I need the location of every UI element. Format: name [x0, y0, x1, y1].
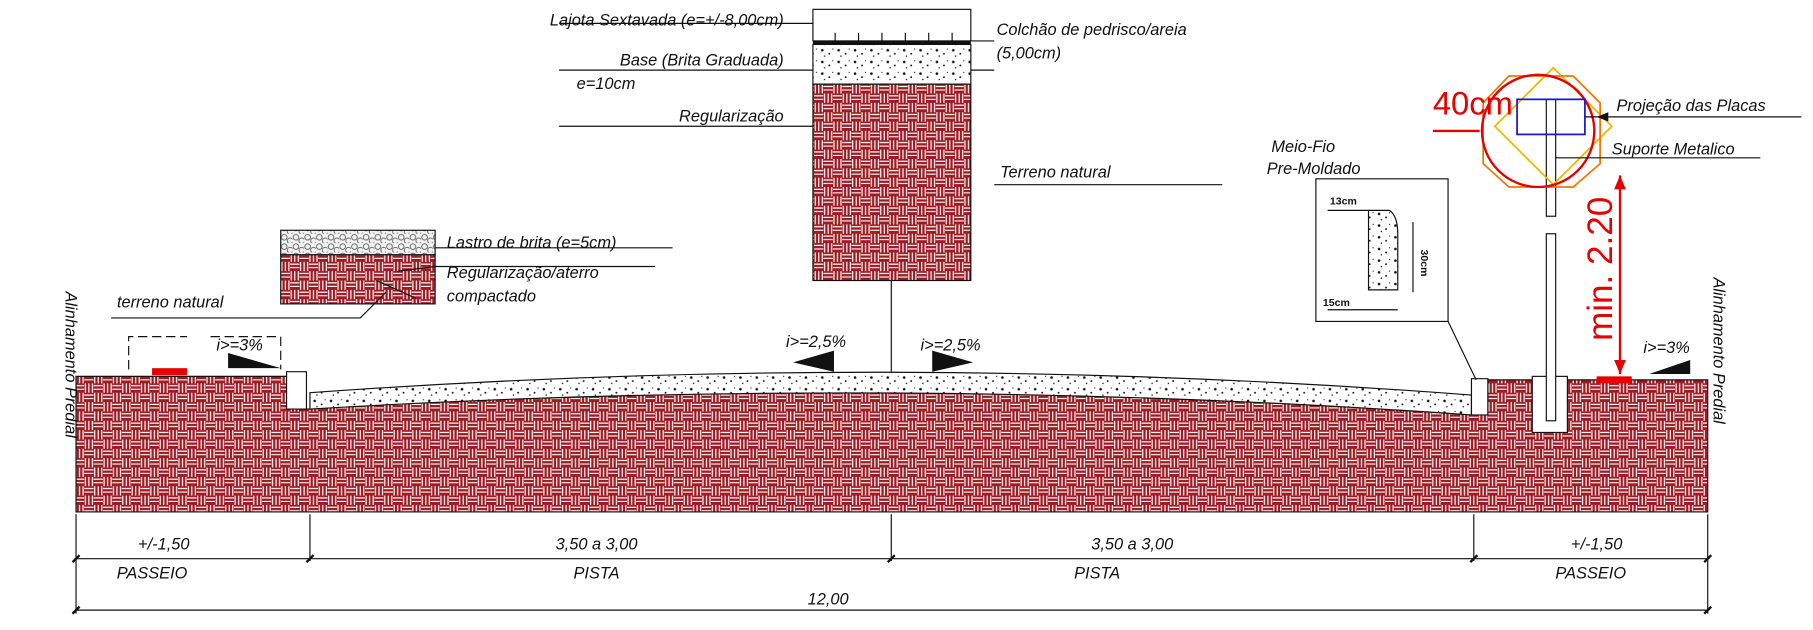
label: terreno natural [117, 293, 224, 311]
sign: Projeção das Placas Suporte Metalico 40c… [1432, 66, 1802, 375]
label: Terreno natural [1000, 164, 1111, 182]
label: Suporte Metalico [1612, 140, 1735, 158]
label: Regularização [679, 108, 784, 126]
label: Meio-Fio [1271, 138, 1335, 156]
dimension: 12,00 [808, 590, 849, 608]
dimension: PISTA [1074, 565, 1120, 583]
label: min. 2.20 [1581, 197, 1620, 341]
label: 30cm [1418, 250, 1430, 277]
label: Regularização/aterro [447, 264, 599, 282]
slope: i>=3% [1643, 339, 1689, 357]
dimension: 3,50 a 3,00 [556, 535, 638, 553]
label: compactado [447, 288, 536, 306]
label: Base (Brita Graduada) [620, 51, 784, 69]
dimension: +/-1,50 [1571, 535, 1622, 553]
label: Alinhamento Predial [1710, 276, 1728, 424]
pavement-column: Lajota Sextavada (e=+/-8,00cm) Base (Bri… [550, 8, 1223, 372]
label: 15cm [1323, 297, 1350, 309]
dimensions: +/-1,50 PASSEIO 3,50 a 3,00 PISTA 3,50 a… [71, 514, 1713, 615]
label: (5,00cm) [997, 44, 1062, 62]
slope: i>=2,5% [921, 337, 981, 355]
ground [75, 98, 1709, 513]
label: Alinhamento Predial [62, 290, 80, 438]
label: Projeção das Placas [1616, 97, 1765, 115]
slope: i>=3% [216, 337, 262, 355]
label: Lastro de brita (e=5cm) [447, 234, 617, 252]
dimension: +/-1,50 [138, 535, 189, 553]
slopes: i>=3% i>=2,5% i>=2,5% i>=3% [216, 333, 1691, 375]
dimension: 3,50 a 3,00 [1091, 535, 1173, 553]
label: 13cm [1330, 196, 1357, 208]
label: e=10cm [577, 75, 636, 93]
dimension: PISTA [573, 565, 619, 583]
dimension: PASSEIO [117, 565, 188, 583]
sidewalk-detail: Lastro de brita (e=5cm) Regularização/at… [111, 229, 673, 319]
label: Lajota Sextavada (e=+/-8,00cm) [550, 12, 784, 30]
label: Pre-Moldado [1267, 160, 1361, 178]
slope: i>=2,5% [786, 333, 846, 351]
curb-detail: Meio-Fio Pre-Moldado 13cm 30cm 15cm [1267, 138, 1477, 381]
dimension: PASSEIO [1555, 565, 1626, 583]
label: Colchão de pedrisco/areia [997, 21, 1187, 39]
label: 40cm [1433, 85, 1513, 122]
